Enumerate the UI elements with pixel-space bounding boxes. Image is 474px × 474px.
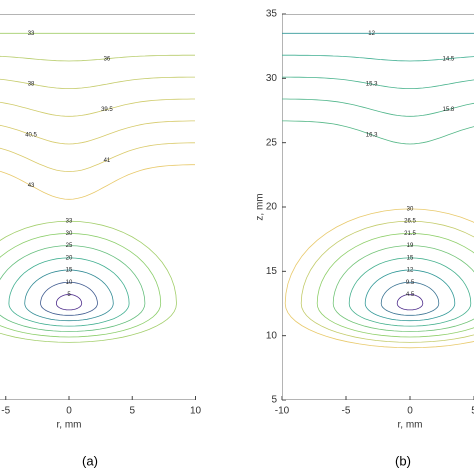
contour-label: 39.5 (101, 107, 113, 113)
contour-label: 12 (368, 31, 375, 37)
contour-label: 30 (66, 231, 73, 237)
contour-line (0, 164, 195, 200)
plot-area: 4.5 9.5 12 15 19 21.5 26.5 30 12 14.5 15.3 15.8 16.3 (282, 14, 474, 400)
contour-label: 15.8 (443, 107, 455, 113)
contour-line (0, 76, 195, 89)
contour-line (282, 120, 474, 145)
contour-line (282, 54, 474, 62)
contour-line (0, 54, 195, 62)
contour-label: 20 (66, 255, 73, 261)
contour-label: 15 (407, 255, 414, 261)
contour-line (24, 269, 114, 322)
y-tick-label: 35 (266, 9, 278, 20)
contour-label: 9.5 (406, 280, 415, 286)
y-tick-label: 15 (266, 266, 278, 277)
y-tick-label: 20 (266, 202, 278, 213)
x-tick-label: 0 (407, 406, 413, 417)
contour-line (0, 142, 195, 173)
contour-line (0, 220, 177, 343)
axes-frame (282, 14, 474, 400)
y-tick-label: 25 (266, 137, 278, 148)
contour-label: 4.5 (406, 292, 415, 298)
contour-label: 41 (104, 158, 111, 164)
contour-line (0, 120, 195, 145)
contour-label: 36 (104, 56, 111, 62)
contour-label: 33 (66, 219, 73, 225)
x-axis-label: r, mm (57, 420, 82, 431)
panel-label: (a) (82, 453, 98, 468)
contour-label: 21.5 (404, 231, 416, 237)
contour-label: 15 (66, 268, 73, 274)
x-tick-label: -10 (275, 406, 290, 417)
contour-line (0, 232, 162, 338)
contour-label: 5 (67, 292, 71, 298)
y-tick-label: 10 (266, 330, 278, 341)
contour-label: 33 (28, 31, 35, 37)
x-tick-label: -5 (1, 406, 10, 417)
contour-label: 26.5 (404, 219, 416, 225)
x-tick-label: 5 (129, 406, 135, 417)
contour-line (348, 257, 472, 327)
panel-label: (b) (395, 453, 411, 468)
contour-label: 15.3 (366, 82, 378, 88)
contour-line (332, 245, 474, 332)
contour-line (8, 257, 130, 327)
y-axis-label: z, mm (255, 193, 266, 220)
contour-label: 19 (407, 243, 414, 249)
contour-line (282, 76, 474, 89)
contour-line (0, 98, 195, 117)
contour-line (316, 232, 474, 338)
contour-label: 38 (28, 82, 35, 88)
y-tick-label: 30 (266, 73, 278, 84)
contour-line (0, 245, 146, 332)
contour-label: 25 (66, 243, 73, 249)
x-axis-label: r, mm (398, 420, 423, 431)
contour-label: 12 (407, 268, 414, 274)
x-tick-label: 0 (66, 406, 72, 417)
contour-label: 14.5 (443, 56, 455, 62)
contour-label: 16.3 (366, 132, 378, 138)
y-tick-label: 5 (271, 395, 277, 406)
contour-line (282, 98, 474, 117)
x-tick-label: 10 (190, 406, 202, 417)
x-tick-label: -5 (342, 406, 351, 417)
contour-line (300, 220, 474, 343)
contour-line (40, 281, 98, 316)
contour-label: 40.5 (25, 132, 37, 138)
contour-line (56, 294, 83, 311)
contour-line (396, 294, 424, 311)
plot-area: 5 10 15 20 25 30 33 33 36 38 39.5 40.5 41 43 (0, 14, 195, 400)
contour-line (380, 281, 440, 316)
contour-line (364, 269, 456, 322)
axes-frame (0, 14, 195, 400)
contour-label: 43 (28, 183, 35, 189)
x-tick-label: 5 (471, 406, 474, 417)
contour-line (284, 208, 474, 349)
contour-label: 10 (66, 280, 73, 286)
contour-label: 30 (407, 207, 414, 213)
